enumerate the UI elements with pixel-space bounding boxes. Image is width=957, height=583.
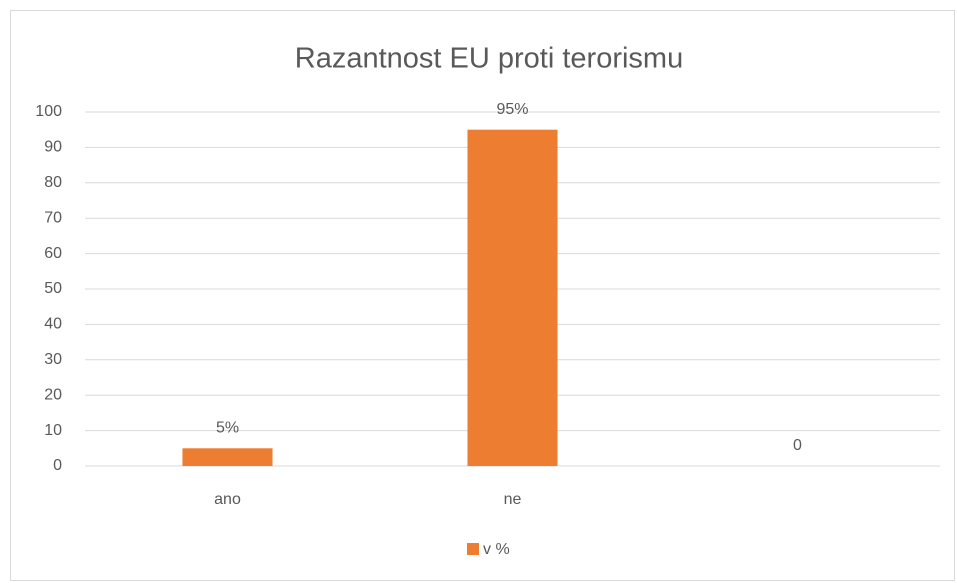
y-tick-label: 30	[44, 351, 62, 368]
x-tick-label: ne	[504, 491, 522, 508]
y-tick-label: 10	[44, 422, 62, 439]
x-tick-label: ano	[214, 491, 241, 508]
data-label: 0	[793, 437, 802, 454]
y-tick-label: 100	[35, 103, 62, 120]
bar	[182, 448, 273, 466]
y-tick-label: 80	[44, 174, 62, 191]
y-tick-label: 20	[44, 386, 62, 403]
data-label: 5%	[216, 420, 239, 437]
y-tick-label: 90	[44, 139, 62, 156]
bar	[467, 129, 558, 466]
legend-label: v %	[483, 541, 510, 558]
y-tick-label: 60	[44, 245, 62, 262]
y-tick-label: 70	[44, 209, 62, 226]
y-tick-label: 50	[44, 280, 62, 297]
y-tick-label: 40	[44, 316, 62, 333]
chart-title: Razantnost EU proti terorismu	[295, 43, 683, 75]
data-label: 95%	[496, 101, 528, 118]
y-tick-label: 0	[53, 457, 62, 474]
legend-swatch	[467, 543, 479, 555]
